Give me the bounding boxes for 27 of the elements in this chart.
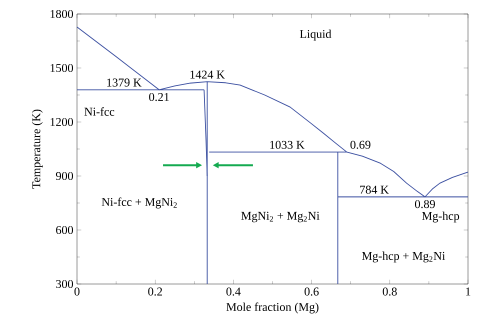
annotation: 0.69: [350, 140, 370, 149]
x-tick-label: 0.4: [226, 288, 241, 296]
x-tick-label: 0.2: [148, 288, 162, 296]
x-tick-label: 0.6: [304, 288, 319, 296]
annotation: 0.89: [414, 200, 435, 208]
y-tick-label: 900: [56, 172, 74, 180]
annotation: 1424 K: [190, 70, 225, 78]
y-tick-label: 300: [56, 280, 74, 288]
x-tick-label: 1: [466, 288, 470, 296]
annotation: Liquid: [300, 30, 332, 40]
annotation: 0.21: [149, 92, 169, 102]
x-tick-label: 0: [74, 288, 80, 296]
annotation: Ni-fcc + MgNi$_{2}$: [102, 197, 177, 208]
y-tick-label: 1500: [50, 64, 74, 72]
x-tick-label: 0.8: [382, 288, 397, 296]
annotation: 1033 K: [270, 140, 305, 149]
y-tick-label: 600: [56, 226, 74, 234]
y-tick-label: 1200: [50, 118, 74, 126]
annotation: Mg-hcp + Mg$_{2}$Ni: [362, 252, 446, 262]
annotation: Ni-fcc: [84, 107, 114, 116]
annotation: 1379 K: [107, 78, 142, 87]
annotation: Mg-hcp: [422, 212, 460, 222]
annotation: 784 K: [360, 186, 389, 194]
x-axis-title: Mole fraction (Mg): [226, 302, 318, 314]
y-tick-label: 1800: [50, 10, 74, 18]
y-axis-title: Temperature (K): [32, 110, 43, 189]
annotation: MgNi$_{2}$ + Mg$_{2}$Ni: [241, 212, 320, 222]
